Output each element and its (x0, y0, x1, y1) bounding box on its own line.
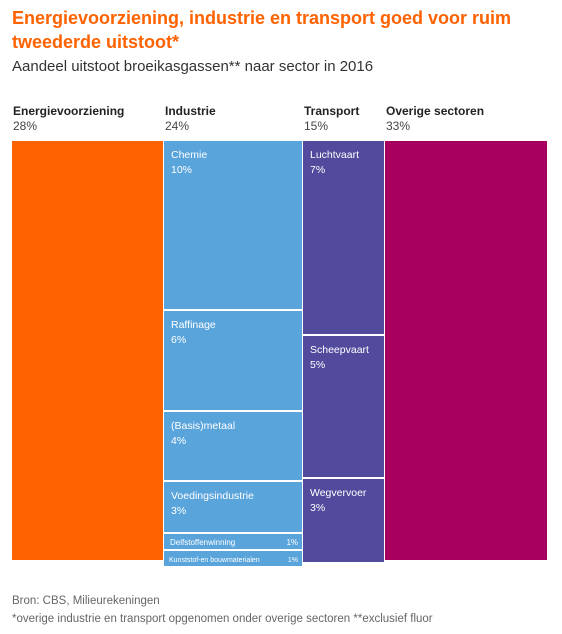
sector-header-transport: Transport 15% (304, 104, 359, 134)
source-note: Bron: CBS, Milieurekeningen (12, 595, 160, 607)
sector-header-industrie: Industrie 24% (165, 104, 216, 134)
block-label-chemie: Chemie (171, 149, 207, 161)
treemap-block-kunststof-en-bouwmaterialen (164, 551, 302, 566)
chart-subtitle: Aandeel uitstoot broeikasgassen** naar s… (12, 58, 374, 75)
treemap-block-wegvervoer (303, 479, 384, 562)
treemap-block-voedingsindustrie (164, 482, 302, 532)
treemap-block-overige-sectoren (385, 141, 547, 560)
block-value-basis-metaal: 4% (171, 435, 186, 447)
block-label-luchtvaart: Luchtvaart (310, 149, 359, 161)
treemap-block-basis-metaal (164, 412, 302, 480)
sector-name: Energievoorziening (13, 104, 125, 118)
sector-name: Transport (304, 104, 360, 118)
chart-title: Energievoorziening, industrie en transpo… (12, 8, 512, 52)
footnote: *overige industrie en transport opgenome… (12, 613, 433, 625)
treemap-block-energievoorziening (12, 141, 163, 560)
block-value-kunststof-en-bouwmaterialen: 1% (288, 557, 298, 564)
sector-value: 33% (386, 119, 411, 133)
sector-name: Overige sectoren (386, 104, 485, 118)
treemap-block-luchtvaart (303, 141, 384, 334)
block-value-wegvervoer: 3% (310, 502, 325, 514)
block-value-chemie: 10% (171, 164, 192, 176)
block-value-delfstoffenwinning: 1% (286, 538, 298, 547)
sector-value: 24% (165, 119, 190, 133)
sector-header-overige-sectoren: Overige sectoren 33% (386, 104, 484, 134)
block-value-luchtvaart: 7% (310, 164, 325, 176)
block-label-wegvervoer: Wegvervoer (310, 487, 367, 499)
sector-value: 15% (304, 119, 329, 133)
block-label-kunststof-en-bouwmaterialen: Kunststof-en bouwmaterialen (169, 557, 260, 564)
block-label-basis-metaal: (Basis)metaal (171, 420, 235, 432)
treemap-block-scheepvaart (303, 336, 384, 477)
block-label-delfstoffenwinning: Delfstoffenwinning (170, 538, 235, 547)
block-value-raffinage: 6% (171, 334, 186, 346)
sector-name: Industrie (165, 104, 216, 118)
treemap-block-delfstoffenwinning (164, 534, 302, 549)
sector-header-energievoorziening: Energievoorziening 28% (13, 104, 124, 134)
block-label-voedingsindustrie: Voedingsindustrie (171, 490, 254, 502)
treemap-block-chemie (164, 141, 302, 309)
sector-value: 28% (13, 119, 38, 133)
block-value-scheepvaart: 5% (310, 359, 325, 371)
block-label-scheepvaart: Scheepvaart (310, 344, 369, 356)
block-value-voedingsindustrie: 3% (171, 505, 186, 517)
treemap-block-raffinage (164, 311, 302, 410)
block-label-raffinage: Raffinage (171, 319, 216, 331)
